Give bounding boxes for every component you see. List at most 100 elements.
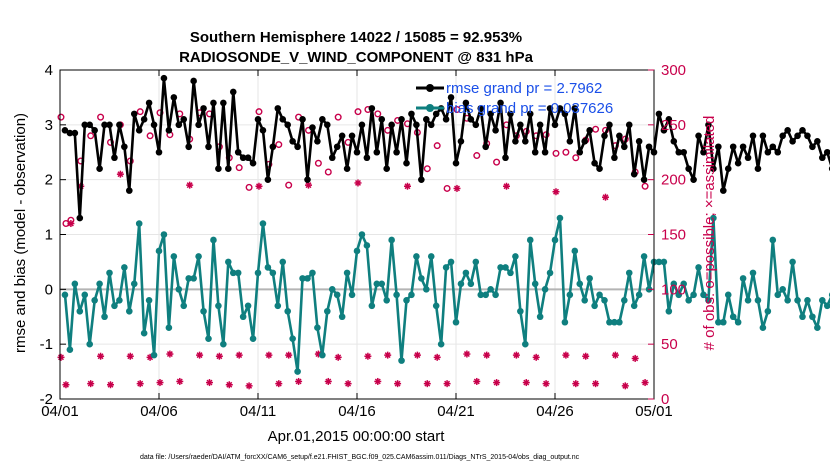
rmse-point: [784, 127, 791, 134]
bias-point: [759, 324, 767, 332]
rmse-point: [556, 105, 564, 112]
possible-obs-point: [453, 105, 461, 113]
rmse-point: [720, 187, 727, 194]
rmse-point: [185, 143, 192, 151]
bias-point: [710, 214, 717, 222]
y-axis-right-label: # of obs: o=possible; ×=assimilated: [701, 116, 718, 351]
y-right-tick-label: 200: [661, 172, 686, 189]
rmse-point: [576, 148, 584, 156]
assimilated-obs-point: [601, 193, 609, 201]
x-tick-label: 04/21: [437, 403, 475, 420]
possible-obs-point: [146, 132, 154, 140]
assimilated-obs-point: [562, 351, 570, 359]
rmse-point: [512, 137, 519, 145]
assimilated-obs-point: [225, 381, 233, 389]
rmse-point: [596, 165, 603, 172]
bias-point: [239, 313, 247, 321]
data-file-footnote: data file: /Users/raeder/DAI/ATM_forcXX/…: [140, 454, 580, 461]
bias-point: [611, 318, 618, 326]
bias-point: [665, 307, 673, 315]
y-axis-label: rmse and bias (model - observation): [12, 113, 29, 353]
assimilated-obs-point: [106, 381, 114, 389]
bias-point: [274, 302, 282, 310]
rmse-point: [611, 154, 618, 162]
rmse-point: [160, 74, 168, 82]
rmse-point: [418, 176, 425, 183]
rmse-point: [635, 137, 643, 145]
bias-point: [368, 302, 376, 310]
rmse-point: [66, 129, 74, 137]
possible-obs-point: [275, 141, 283, 149]
bias-point: [561, 318, 569, 326]
rmse-point: [343, 165, 351, 172]
axis-ticks: 04/01 04/06 04/11 04/16 04/21 04/26 05/01 -2 -1 0…: [40, 62, 686, 420]
rmse-point: [145, 99, 153, 107]
rmse-point: [225, 165, 232, 172]
rmse-point: [333, 143, 341, 151]
bias-point: [814, 324, 821, 332]
possible-obs-point: [87, 132, 95, 140]
rmse-point: [205, 143, 212, 151]
rmse-point: [472, 121, 480, 129]
rmse-point: [91, 127, 98, 134]
rmse-point: [150, 121, 158, 129]
rmse-point: [180, 116, 188, 123]
bias-point: [427, 253, 435, 260]
bias-point: [259, 220, 267, 227]
rmse-point: [61, 127, 69, 134]
bias-point: [591, 302, 598, 310]
bias-point: [437, 340, 445, 348]
bias-point: [180, 302, 188, 310]
assimilated-obs-point: [245, 382, 253, 390]
rmse-point: [140, 116, 148, 123]
rmse-point: [289, 137, 296, 145]
bias-point: [784, 297, 791, 304]
assimilated-obs-point: [572, 380, 580, 388]
bias-point: [536, 313, 544, 321]
bias-point: [269, 269, 277, 277]
bias-point: [749, 269, 757, 277]
bias-point: [804, 297, 811, 304]
rmse-point: [814, 137, 821, 145]
possible-obs-point: [374, 110, 382, 118]
bias-point: [388, 236, 395, 244]
rmse-point: [398, 116, 405, 123]
assimilated-obs-point: [621, 382, 629, 390]
bias-point: [66, 346, 74, 353]
assimilated-obs-point: [532, 353, 540, 361]
rmse-point: [427, 121, 435, 129]
bias-point: [200, 307, 207, 315]
rmse-point: [239, 154, 247, 162]
possible-obs-point: [552, 149, 560, 157]
assimilated-obs-point: [295, 377, 303, 385]
bias-point: [116, 297, 123, 304]
possible-obs-point: [562, 148, 570, 156]
possible-obs-point: [334, 113, 342, 121]
assimilated-obs-point: [522, 379, 530, 387]
bias-point: [715, 318, 722, 326]
assimilated-obs-point: [403, 182, 411, 190]
rmse-point: [314, 137, 321, 145]
bias-point: [234, 269, 242, 277]
bias-point: [338, 313, 346, 321]
bias-point: [442, 264, 450, 271]
assimilated-obs-point: [374, 377, 382, 385]
rmse-point: [551, 121, 559, 129]
possible-obs-point: [245, 183, 253, 191]
rmse-point: [101, 121, 108, 129]
assimilated-obs-point: [275, 380, 283, 388]
bias-point: [635, 291, 643, 299]
bias-point: [418, 275, 425, 282]
bias-point: [111, 302, 118, 310]
bias-point: [229, 269, 237, 277]
y-tick-label: 0: [45, 281, 53, 298]
rmse-point: [477, 105, 485, 112]
bias-point: [625, 269, 633, 277]
possible-obs-point: [57, 113, 65, 121]
assimilated-obs-point: [186, 181, 194, 189]
rmse-point: [724, 165, 732, 172]
rmse-point: [195, 121, 202, 129]
bias-point: [789, 258, 796, 266]
bias-point: [720, 318, 727, 326]
rmse-point: [155, 148, 163, 156]
